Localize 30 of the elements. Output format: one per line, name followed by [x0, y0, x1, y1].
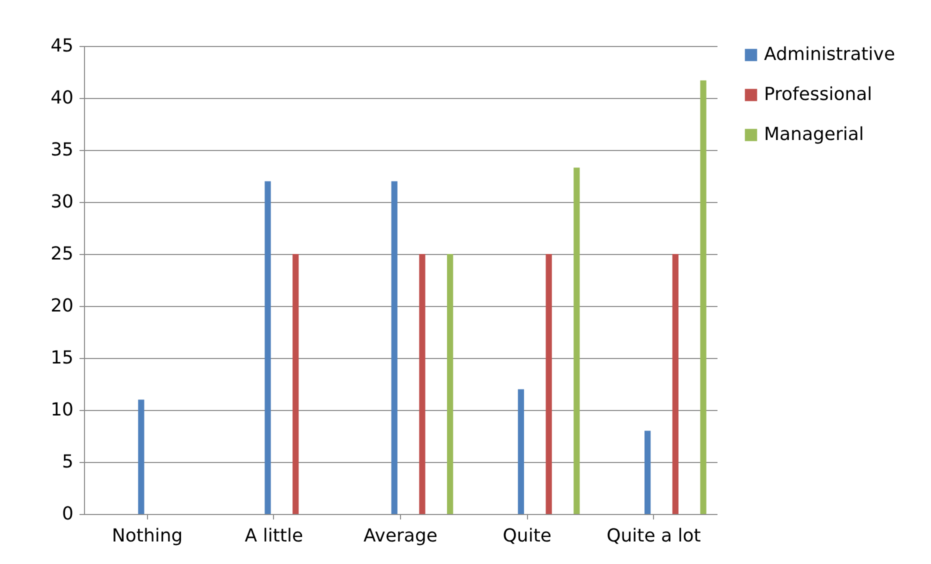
legend-label: Administrative	[764, 44, 896, 65]
y-tick-label: 40	[50, 88, 74, 108]
bar	[574, 168, 580, 514]
bar	[419, 254, 426, 514]
y-tick-label: 0	[62, 504, 74, 524]
y-tick-label: 30	[50, 192, 74, 212]
bar	[391, 181, 398, 514]
x-tick-label: A little	[244, 526, 304, 546]
bar	[518, 389, 524, 514]
y-tick-label: 45	[50, 36, 74, 56]
bar	[447, 254, 454, 514]
bar	[700, 80, 706, 514]
legend-label: Managerial	[764, 124, 864, 145]
x-tick-label: Quite a lot	[606, 526, 701, 546]
x-tick-label: Quite	[502, 526, 552, 546]
bar	[292, 254, 299, 514]
y-tick-label: 15	[50, 348, 74, 368]
x-tick-label: Average	[364, 526, 438, 546]
legend-label: Professional	[764, 84, 872, 105]
y-tick-label: 5	[62, 452, 74, 472]
y-tick-label: 10	[50, 400, 74, 420]
y-tick-label: 35	[50, 140, 74, 160]
bar	[546, 254, 552, 514]
bar	[644, 430, 651, 514]
bar	[672, 254, 678, 514]
bar	[138, 400, 144, 514]
x-tick-label: Nothing	[112, 526, 183, 546]
y-tick-label: 25	[50, 244, 74, 264]
y-tick-label: 20	[50, 296, 74, 316]
bar	[264, 181, 271, 514]
